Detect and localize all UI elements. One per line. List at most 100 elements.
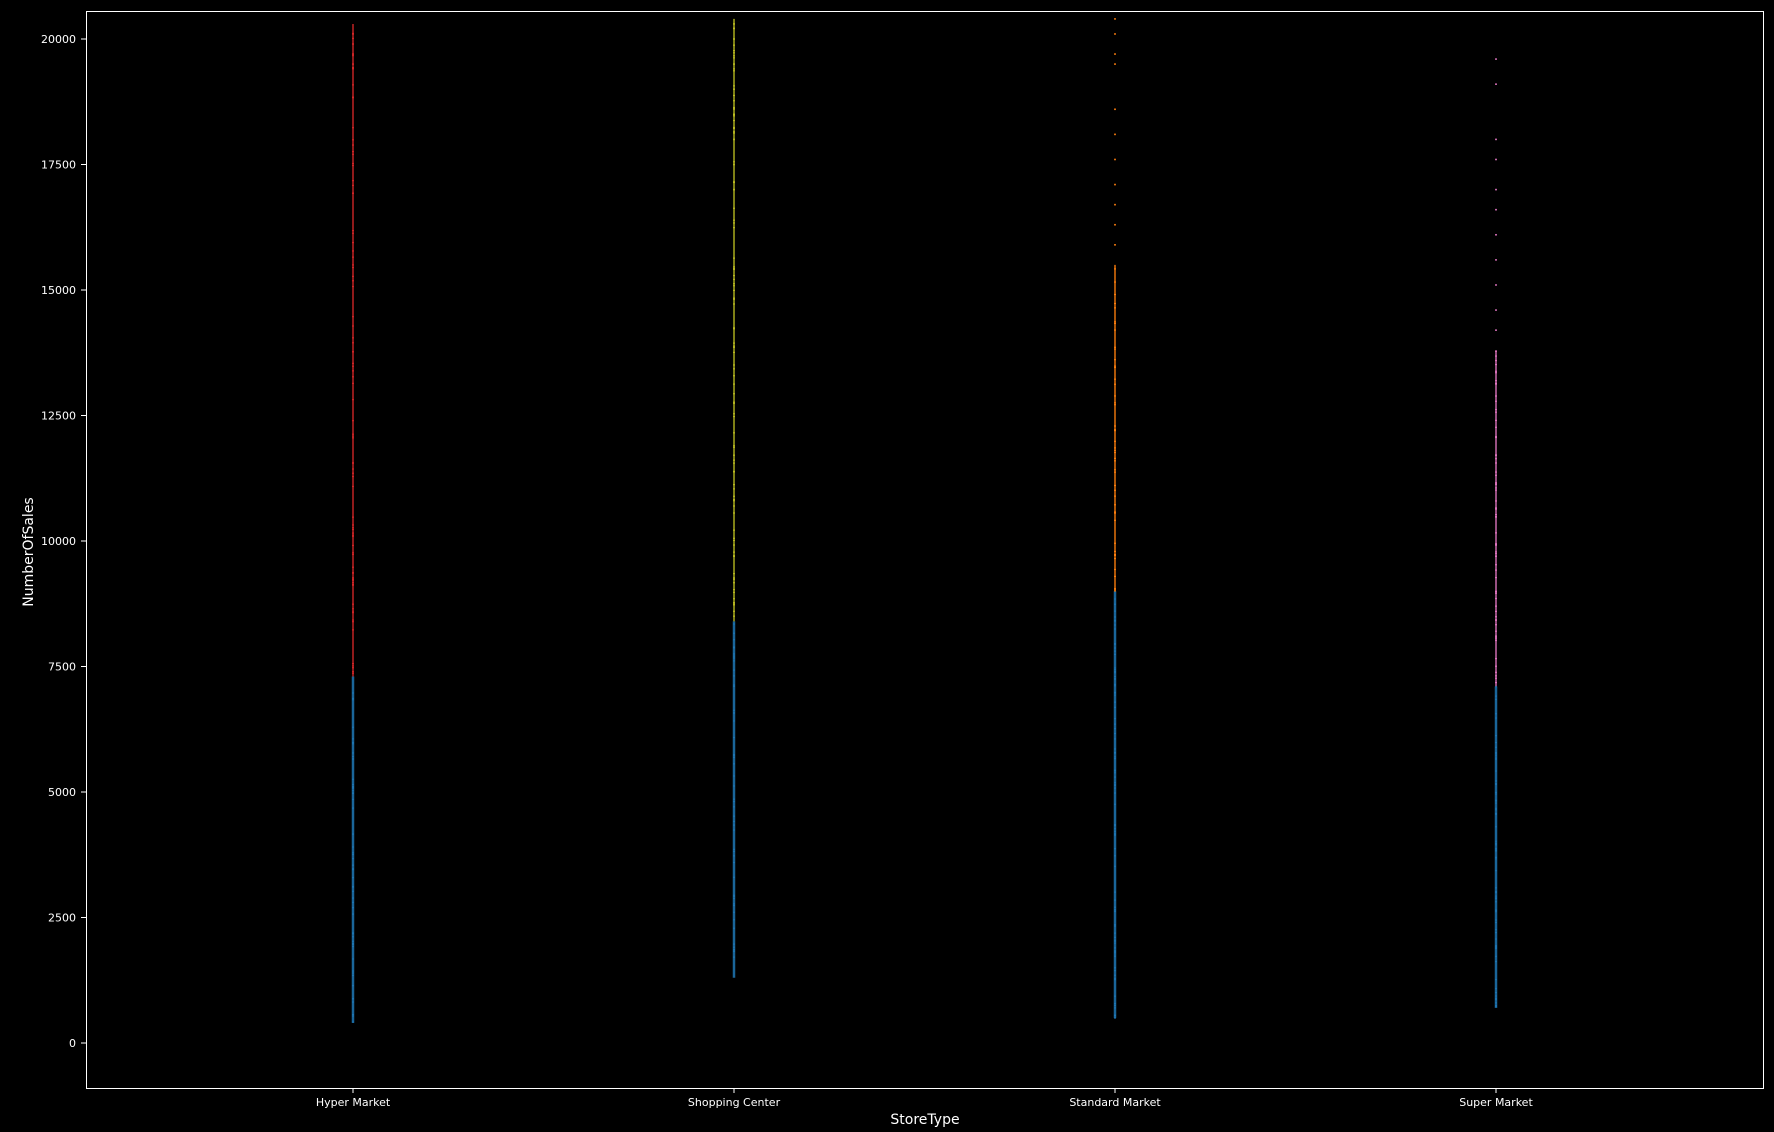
data-point: [1495, 400, 1497, 402]
data-point: [733, 415, 735, 418]
data-point: [1114, 769, 1116, 771]
data-point: [352, 516, 354, 518]
data-point: [733, 855, 735, 857]
data-point: [352, 885, 354, 888]
data-point: [1495, 802, 1497, 804]
data-point: [1495, 564, 1497, 566]
data-point: [1114, 738, 1116, 740]
data-point: [733, 639, 735, 641]
data-point: [1495, 919, 1497, 921]
outlier-point: [1495, 233, 1497, 236]
data-point: [1114, 550, 1116, 553]
data-point: [733, 351, 735, 353]
data-point: [352, 755, 354, 758]
data-point: [1114, 899, 1116, 901]
data-point: [733, 577, 735, 579]
outlier-point: [1495, 284, 1497, 286]
data-point: [733, 950, 735, 953]
data-point: [1114, 302, 1116, 305]
data-point: [1495, 783, 1497, 786]
y-tick-label: 5000: [48, 786, 76, 799]
data-point: [1114, 610, 1116, 612]
data-point: [1114, 489, 1116, 491]
data-point: [733, 578, 735, 580]
data-point: [352, 940, 354, 942]
data-point: [352, 230, 354, 232]
data-point: [733, 108, 735, 110]
data-point: [1495, 947, 1497, 949]
data-point: [733, 401, 735, 403]
data-point: [352, 66, 354, 69]
data-point: [1114, 383, 1116, 385]
data-point: [352, 897, 354, 899]
data-point: [733, 132, 735, 134]
data-point: [352, 534, 354, 536]
data-point: [1495, 770, 1497, 772]
data-point: [352, 342, 354, 344]
data-point: [1114, 447, 1116, 449]
outlier-point: [1495, 309, 1497, 311]
data-point: [352, 945, 354, 948]
data-point: [352, 697, 354, 700]
data-point: [1495, 590, 1497, 592]
data-point: [733, 829, 735, 831]
data-point: [1114, 832, 1116, 834]
data-point: [352, 139, 354, 141]
data-point: [1495, 960, 1497, 963]
y-tick-label: 17500: [41, 159, 76, 172]
y-tick-label: 10000: [41, 535, 76, 548]
data-point: [1114, 668, 1116, 671]
data-point: [733, 615, 735, 617]
data-point: [1495, 791, 1497, 793]
data-point: [1114, 891, 1116, 893]
data-point: [733, 303, 735, 305]
data-point: [1114, 947, 1116, 949]
data-point: [1114, 619, 1116, 621]
data-point: [1495, 359, 1497, 362]
data-point: [733, 131, 735, 133]
data-point: [352, 758, 354, 760]
data-point: [352, 972, 354, 974]
x-axis-label: StoreType: [890, 1112, 959, 1128]
data-point: [1495, 800, 1497, 802]
data-point: [352, 610, 354, 612]
data-point: [1114, 366, 1116, 369]
data-point: [1495, 483, 1497, 485]
data-point: [733, 709, 735, 711]
outlier-point: [1114, 203, 1116, 206]
data-point: [733, 364, 735, 366]
data-point: [733, 68, 735, 70]
data-point: [733, 684, 735, 686]
data-point: [352, 362, 354, 364]
data-point: [733, 591, 735, 593]
data-point: [1495, 591, 1497, 593]
data-point: [1495, 482, 1497, 484]
data-point: [352, 942, 354, 945]
data-point: [352, 485, 354, 488]
data-point: [1114, 685, 1116, 687]
data-point: [1114, 568, 1116, 571]
data-point: [733, 459, 735, 461]
data-point: [1114, 1002, 1116, 1005]
data-point: [352, 524, 354, 526]
data-point: [1495, 799, 1497, 801]
data-point: [352, 692, 354, 694]
data-point: [352, 790, 354, 792]
data-point: [1495, 717, 1497, 719]
data-point: [1114, 346, 1116, 348]
data-point: [1495, 909, 1497, 911]
data-point: [733, 375, 735, 377]
outlier-point: [1495, 208, 1497, 211]
x-tick-label: Shopping Center: [688, 1096, 781, 1109]
data-point: [352, 127, 354, 129]
data-point: [352, 798, 354, 800]
data-point: [1114, 643, 1116, 645]
outlier-point: [733, 63, 735, 65]
data-point: [1495, 350, 1497, 352]
data-point: [352, 250, 354, 252]
data-point: [352, 852, 354, 854]
data-point: [733, 815, 735, 817]
data-point: [1114, 504, 1116, 506]
data-point: [1114, 940, 1116, 942]
outlier-point: [1114, 18, 1116, 20]
